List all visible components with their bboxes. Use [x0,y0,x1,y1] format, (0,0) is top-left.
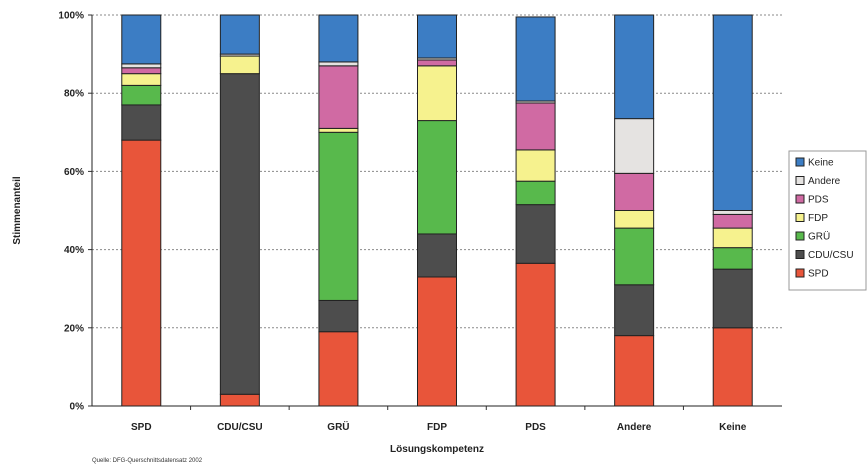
y-tick-label: 0% [70,402,85,413]
bar-segment [417,59,457,67]
bar-segment [318,331,359,407]
bar-segment [515,262,556,407]
bar-segment [121,104,162,141]
source-note: Quelle: DFG-Querschnittsdatensatz 2002 [92,458,203,464]
bar-segment [614,227,655,286]
bar-segment [614,172,655,211]
legend-label: SPD [808,269,829,280]
bar-segment [121,139,162,407]
bar-segment [515,149,556,182]
bar-segment [417,276,457,407]
bar-segment [121,73,162,86]
legend: Keine Andere PDS FDP GRÜ CDU/CSU SPD [788,150,867,291]
y-tick-label: 100% [58,11,84,22]
bar-segment [614,210,655,229]
legend-label: PDS [808,195,829,206]
x-tick-label: FDP [427,422,447,433]
bar-segment [121,63,162,69]
bar-segment [712,268,753,329]
y-axis-ticks: 0% 20% 40% 60% 80% 100% [58,11,92,413]
bar-segment [417,120,457,235]
bar-segment [712,227,753,249]
bar-segment [515,204,556,264]
bar-segment [219,393,260,407]
y-tick-label: 40% [64,245,84,256]
legend-swatch [795,268,805,278]
y-tick-label: 20% [64,323,84,334]
x-axis-title: Lösungskompetenz [390,444,484,455]
x-tick-label: SPD [131,422,152,433]
bar-segment [318,14,359,63]
bar-segment [219,73,260,395]
bar-segment [712,327,753,407]
bar-segment [712,14,753,211]
x-tick-label: PDS [525,422,546,433]
bar-segment [318,127,359,133]
x-tick-label: CDU/CSU [217,422,263,433]
bar-segment [614,284,655,337]
bar-segment [219,55,260,75]
bar-segment [614,14,655,120]
legend-label: CDU/CSU [808,250,854,261]
bar-segment [712,210,753,215]
bar-segment [121,67,162,75]
bar-segment [121,84,162,106]
bar-segment [318,299,359,333]
legend-label: Andere [808,176,841,187]
x-axis-ticks: SPD CDU/CSU GRÜ FDP PDS Andere Keine [131,406,747,433]
legend-swatch [795,250,805,259]
bar-segment [515,102,556,151]
x-tick-label: Keine [719,422,747,433]
bar-segment [417,233,457,278]
x-tick-label: GRÜ [327,420,349,433]
legend-swatch [795,213,805,222]
bar-segment [515,16,556,102]
bar-segment [219,14,260,55]
bar-segment [614,118,655,174]
legend-swatch [795,176,805,185]
legend-swatch [795,231,805,241]
bar-segment [318,65,359,129]
legend-label: GRÜ [808,231,830,243]
bar-segment [417,14,457,59]
bar-segment [121,14,162,65]
legend-label: FDP [808,213,828,224]
bar-segment [417,65,457,122]
bar-segment [712,213,753,229]
legend-label: Keine [808,158,834,169]
y-tick-label: 60% [64,167,84,178]
legend-swatch [795,157,805,167]
bars [121,14,753,407]
bar-segment [614,335,655,407]
x-tick-label: Andere [617,422,652,433]
legend-swatch [795,194,805,204]
bar-segment [318,61,359,67]
bar-segment [712,247,753,270]
y-tick-label: 80% [64,89,84,100]
bar-segment [515,180,556,206]
bar-segment [318,131,359,301]
y-axis-title: Stimmenanteil [12,176,23,245]
